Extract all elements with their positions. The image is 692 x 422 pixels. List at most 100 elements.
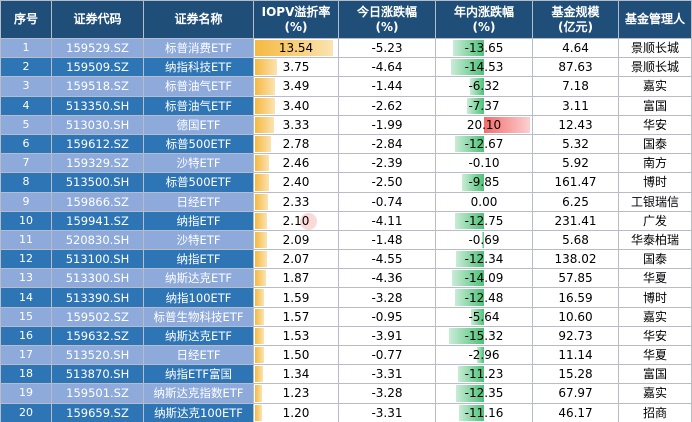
ytd-change-value: -13.65 xyxy=(464,41,504,56)
table-row: 5 513030.SH 德国ETF 3.33 -1.99 20.10 12.43 华安 xyxy=(0,114,692,135)
table-row: 9 159866.SZ 日经ETF 2.33 -0.74 0.00 6.25 工银瑞信 xyxy=(0,191,692,212)
header-code: 证券代码 xyxy=(51,0,144,39)
row-index: 6 xyxy=(0,133,52,155)
today-change: -4.36 xyxy=(338,268,436,289)
security-code: 159866.SZ xyxy=(51,191,144,212)
iopv-premium-bar xyxy=(255,155,270,172)
row-index: 12 xyxy=(0,249,52,270)
fund-size: 57.85 xyxy=(532,268,619,289)
fund-size: 7.18 xyxy=(532,76,619,97)
security-name: 纳指ETF xyxy=(143,249,254,270)
ytd-change-cell: -14.09 xyxy=(435,268,533,289)
ytd-change-cell: -12.34 xyxy=(435,249,533,270)
iopv-premium-bar xyxy=(255,289,265,306)
security-code: 159502.SZ xyxy=(51,306,144,327)
security-code: 513390.SH xyxy=(51,287,144,308)
iopv-premium-bar xyxy=(255,251,267,268)
row-index: 18 xyxy=(0,364,52,385)
iopv-premium-value: 2.07 xyxy=(282,252,310,267)
iopv-premium-value: 1.34 xyxy=(282,367,310,382)
fund-manager: 博时 xyxy=(618,287,692,308)
iopv-premium-bar xyxy=(255,193,269,210)
iopv-premium-cell: 2.10 xyxy=(253,210,339,231)
ytd-change-bar xyxy=(452,40,484,57)
iopv-premium-bar xyxy=(255,78,276,95)
iopv-premium-bar xyxy=(255,231,268,249)
table-row: 8 513500.SH 标普500ETF 2.40 -2.50 -9.85 161.47 博时 xyxy=(0,172,692,193)
header-today-change: 今日涨跌幅 (%) xyxy=(338,0,436,39)
fund-manager: 嘉实 xyxy=(618,306,692,327)
today-change: -5.23 xyxy=(338,37,436,59)
iopv-premium-cell: 1.23 xyxy=(253,383,339,404)
iopv-premium-bar xyxy=(255,116,275,133)
row-index: 11 xyxy=(0,229,52,251)
fund-size: 46.17 xyxy=(532,402,619,422)
security-name: 日经ETF xyxy=(143,191,254,212)
fund-manager: 广发 xyxy=(618,210,692,231)
table-row: 4 513350.SH 标普油气ETF 3.40 -2.62 -7.37 3.11 富国 xyxy=(0,95,692,116)
table-header: 序号 证券代码 证券名称 IOPV溢折率 (%) 今日涨跌幅 (%) 年内涨跌幅 (%) 基… xyxy=(0,0,692,39)
today-change: -4.11 xyxy=(338,210,436,231)
iopv-premium-cell: 3.75 xyxy=(253,57,339,78)
iopv-premium-cell: 3.33 xyxy=(253,114,339,135)
iopv-premium-value: 1.59 xyxy=(282,290,310,305)
iopv-premium-cell: 1.57 xyxy=(253,306,339,327)
table-row: 3 159518.SZ 标普油气ETF 3.49 -1.44 -6.32 7.18 嘉实 xyxy=(0,76,692,97)
today-change: -4.64 xyxy=(338,57,436,78)
ytd-change-bar xyxy=(455,385,484,402)
iopv-premium-cell: 1.59 xyxy=(253,287,339,308)
ytd-change-value: -12.35 xyxy=(464,386,504,401)
iopv-premium-bar xyxy=(255,174,269,191)
iopv-premium-value: 2.78 xyxy=(282,137,310,152)
fund-manager: 招商 xyxy=(618,402,692,422)
ytd-change-value: -5.64 xyxy=(468,309,500,324)
security-code: 159659.SZ xyxy=(51,402,144,422)
fund-size: 138.02 xyxy=(532,249,619,270)
security-code: 159509.SZ xyxy=(51,57,144,78)
security-code: 513100.SH xyxy=(51,249,144,270)
security-code: 159529.SZ xyxy=(51,37,144,59)
iopv-premium-value: 1.53 xyxy=(282,328,310,343)
fund-manager: 博时 xyxy=(618,172,692,193)
iopv-premium-value: 13.54 xyxy=(278,41,314,56)
security-code: 159612.SZ xyxy=(51,133,144,155)
iopv-premium-cell: 1.53 xyxy=(253,325,339,347)
security-name: 标普油气ETF xyxy=(143,76,254,97)
security-code: 159501.SZ xyxy=(51,383,144,404)
today-change: -2.84 xyxy=(338,133,436,155)
fund-size: 12.43 xyxy=(532,114,619,135)
iopv-premium-value: 1.23 xyxy=(282,386,310,401)
ytd-change-bar xyxy=(451,270,484,287)
ytd-change-value: 20.10 xyxy=(466,117,502,132)
ytd-change-value: -15.32 xyxy=(464,328,504,343)
iopv-premium-bar xyxy=(255,59,277,76)
fund-manager: 华夏 xyxy=(618,344,692,366)
fund-size: 5.32 xyxy=(532,133,619,155)
row-index: 7 xyxy=(0,153,52,174)
iopv-premium-cell: 2.46 xyxy=(253,153,339,174)
iopv-premium-cell: 1.20 xyxy=(253,402,339,422)
iopv-premium-value: 1.20 xyxy=(282,405,310,420)
iopv-premium-cell: 2.09 xyxy=(253,229,339,251)
ytd-change-cell: -12.67 xyxy=(435,133,533,155)
row-index: 5 xyxy=(0,114,52,135)
ytd-change-value: -7.37 xyxy=(468,98,500,113)
security-code: 520830.SH xyxy=(51,229,144,251)
ytd-change-cell: -13.65 xyxy=(435,37,533,59)
table-row: 18 513870.SH 纳指ETF富国 1.34 -3.31 -11.23 15.28 富国 xyxy=(0,364,692,385)
header-iopv-premium: IOPV溢折率 (%) xyxy=(253,0,339,39)
ytd-change-value: -6.32 xyxy=(468,79,500,94)
row-index: 1 xyxy=(0,37,52,59)
table-row: 11 520830.SH 沙特ETF 2.09 -1.48 -0.69 5.68 华泰柏瑞 xyxy=(0,229,692,251)
table-row: 13 513300.SH 纳斯达克ETF 1.87 -4.36 -14.09 57.85 华夏 xyxy=(0,268,692,289)
table-row: 14 513390.SH 纳指100ETF 1.59 -3.28 -12.48 16.59 博… xyxy=(0,287,692,308)
fund-manager: 嘉实 xyxy=(618,76,692,97)
row-index: 13 xyxy=(0,268,52,289)
iopv-premium-value: 3.33 xyxy=(282,117,310,132)
iopv-premium-value: 1.87 xyxy=(282,271,310,286)
iopv-premium-cell: 13.54 xyxy=(253,37,339,59)
row-index: 9 xyxy=(0,191,52,212)
ytd-change-value: -2.96 xyxy=(468,348,500,363)
fund-size: 6.25 xyxy=(532,191,619,212)
